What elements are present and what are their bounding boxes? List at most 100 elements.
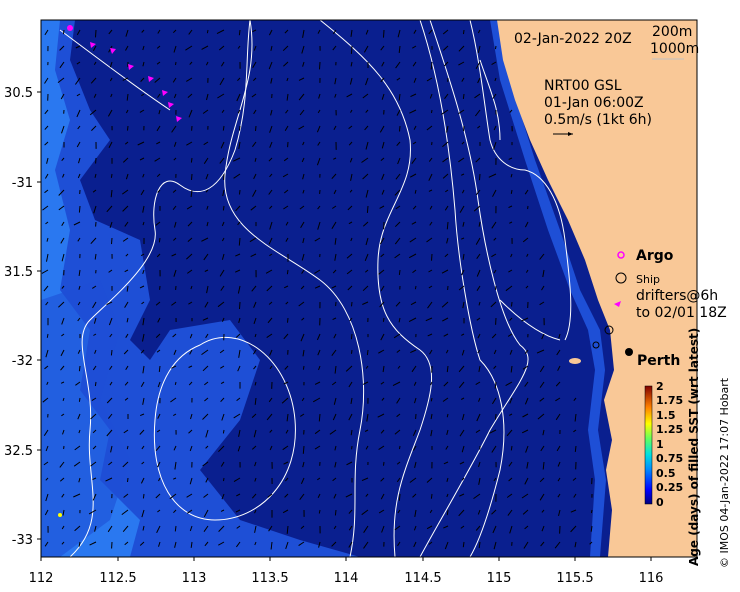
current-vector: [189, 445, 193, 452]
x-tick-label: 112: [29, 571, 54, 586]
current-vector: [285, 221, 289, 226]
current-vector: [333, 525, 337, 530]
current-vector: [125, 365, 129, 371]
current-vector: [525, 285, 529, 289]
current-vector: [426, 125, 433, 131]
current-vector: [109, 221, 113, 228]
current-vector: [78, 205, 81, 213]
current-vectors: [41, 29, 593, 550]
current-vector: [541, 333, 545, 340]
current-vector: [462, 93, 465, 99]
current-vector: [539, 493, 545, 501]
current-vector: [475, 189, 481, 196]
current-vector: [254, 525, 257, 533]
current-vector: [269, 205, 273, 209]
current-vector: [284, 493, 289, 498]
current-vector: [46, 237, 49, 242]
current-vector: [365, 109, 369, 113]
current-vector: [521, 429, 529, 434]
current-vector: [383, 29, 385, 38]
current-vector: [46, 333, 49, 338]
current-vector: [509, 109, 513, 113]
current-vector: [363, 525, 369, 533]
current-vector: [238, 237, 241, 246]
current-vector: [476, 269, 481, 277]
current-vector: [254, 381, 257, 386]
current-vector: [122, 189, 129, 195]
current-vector: [254, 461, 257, 467]
current-vector: [76, 141, 81, 148]
current-vector: [362, 301, 369, 305]
current-vector: [253, 301, 257, 308]
current-vector: [156, 125, 161, 132]
current-vector: [124, 141, 129, 145]
current-vector: [267, 493, 273, 498]
current-vector: [62, 397, 65, 402]
current-vector: [107, 109, 113, 117]
colorbar-tick: 0.25: [656, 481, 683, 494]
current-vector: [122, 205, 129, 212]
current-vector: [462, 301, 465, 309]
current-vector: [346, 253, 353, 259]
current-vector: [125, 333, 129, 338]
colorbar-tick: 0.75: [656, 452, 683, 465]
current-vector: [105, 477, 113, 482]
current-vector: [398, 493, 401, 501]
current-vector: [461, 77, 465, 82]
current-vector: [396, 109, 401, 116]
current-vector: [462, 221, 465, 227]
colorbar: 2 1.75 1.5 1.25 1 0.75 0.5 0.25 0: [644, 380, 683, 509]
current-vector: [349, 77, 353, 85]
current-vector: [158, 237, 161, 243]
current-vector: [61, 493, 65, 498]
current-vector: [348, 125, 353, 129]
current-vector: [58, 301, 65, 308]
current-vector: [233, 413, 241, 419]
current-vector: [62, 429, 65, 435]
current-vector: [332, 205, 337, 209]
current-vector: [140, 413, 145, 417]
current-vector: [251, 413, 257, 418]
current-vector: [123, 349, 129, 355]
current-vector: [443, 61, 449, 67]
current-vector: [539, 397, 545, 402]
current-vector: [380, 253, 385, 258]
current-vector: [77, 301, 81, 306]
current-vector: [508, 205, 513, 209]
current-vector: [491, 509, 497, 515]
current-vector: [269, 429, 273, 433]
current-vector: [174, 221, 177, 228]
current-vector: [378, 509, 385, 514]
current-vector: [380, 477, 385, 482]
current-vector: [365, 445, 369, 450]
colorbar-tick: 0: [656, 496, 664, 509]
current-vector: [442, 141, 449, 148]
current-vector: [269, 253, 273, 257]
current-vector: [44, 141, 49, 146]
current-vector: [446, 429, 449, 436]
current-vector: [61, 541, 65, 545]
current-vector: [158, 109, 161, 115]
current-vector: [249, 237, 257, 243]
current-vector: [381, 61, 385, 67]
current-vector: [171, 365, 177, 369]
current-vector: [218, 45, 225, 51]
current-vector: [204, 269, 209, 272]
current-vector: [46, 157, 49, 164]
current-vector: [475, 237, 481, 245]
current-vector: [203, 525, 209, 532]
current-vector: [90, 461, 97, 467]
current-vector: [125, 253, 129, 257]
current-vector: [476, 317, 481, 321]
current-vector: [203, 157, 209, 164]
current-vector: [348, 541, 353, 548]
current-vector: [265, 269, 273, 274]
current-vector: [93, 61, 97, 66]
current-vector: [348, 509, 353, 514]
current-vector: [314, 429, 321, 435]
current-vector: [281, 397, 289, 404]
current-vector: [429, 205, 433, 210]
current-vector: [590, 509, 593, 514]
current-vector: [268, 29, 273, 36]
current-vector: [425, 317, 433, 322]
